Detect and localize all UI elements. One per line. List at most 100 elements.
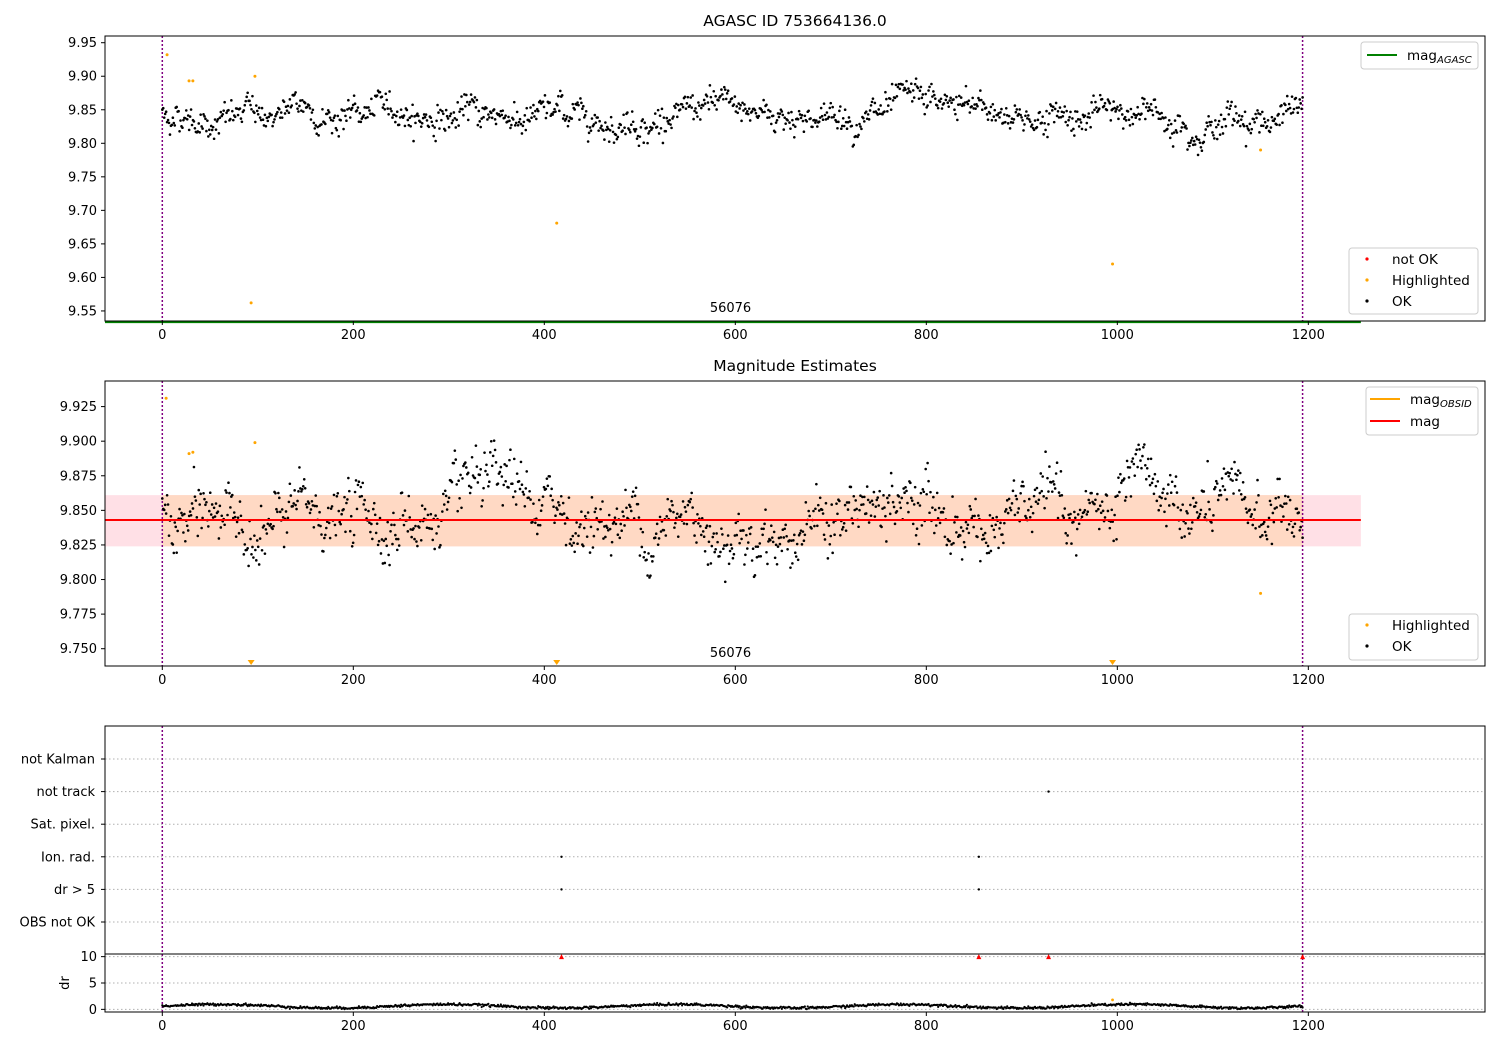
ok-point bbox=[390, 523, 393, 527]
dr-point bbox=[536, 1007, 539, 1010]
ok-point bbox=[292, 502, 295, 505]
ok-point bbox=[1224, 472, 1228, 475]
ok-point bbox=[1178, 527, 1182, 531]
ok-point bbox=[1148, 483, 1152, 487]
highlighted-point bbox=[187, 452, 191, 456]
ok-point bbox=[717, 98, 720, 102]
ok-point bbox=[310, 499, 314, 503]
ok-point bbox=[1259, 112, 1262, 116]
ok-point bbox=[723, 88, 727, 91]
ok-point bbox=[631, 120, 635, 124]
ok-point bbox=[231, 109, 234, 113]
ok-point bbox=[394, 120, 397, 124]
ok-point bbox=[1126, 465, 1130, 469]
ok-point bbox=[334, 126, 338, 130]
ok-point bbox=[375, 94, 379, 97]
ok-point bbox=[566, 124, 570, 128]
ok-point bbox=[1140, 112, 1143, 116]
ok-point bbox=[315, 504, 319, 508]
ok-point bbox=[839, 533, 842, 537]
ok-point bbox=[593, 113, 597, 117]
ok-point bbox=[319, 524, 322, 528]
ok-point bbox=[610, 124, 614, 127]
ok-point bbox=[175, 551, 178, 554]
ok-point bbox=[1190, 139, 1193, 142]
ok-point bbox=[1003, 510, 1007, 513]
ok-point bbox=[668, 118, 671, 122]
ok-point bbox=[651, 560, 654, 563]
ok-point bbox=[1118, 109, 1121, 112]
ok-point bbox=[910, 496, 913, 500]
ok-point bbox=[841, 525, 845, 529]
ok-point bbox=[352, 533, 356, 537]
ok-point bbox=[720, 88, 723, 91]
ok-point bbox=[461, 477, 464, 480]
ok-point bbox=[767, 108, 770, 112]
ok-point bbox=[1073, 134, 1076, 137]
ok-point bbox=[645, 558, 648, 562]
ok-point bbox=[1011, 489, 1015, 493]
ok-point bbox=[567, 496, 571, 499]
ok-point bbox=[572, 541, 576, 545]
ok-point bbox=[1120, 107, 1123, 110]
ok-point bbox=[313, 504, 317, 508]
ok-point bbox=[418, 120, 422, 124]
ok-point bbox=[744, 553, 747, 557]
ok-point bbox=[923, 112, 927, 116]
ok-point bbox=[893, 522, 897, 526]
ok-point bbox=[259, 118, 263, 122]
ok-point bbox=[759, 554, 763, 558]
ok-point bbox=[1063, 105, 1067, 108]
ok-point bbox=[845, 127, 849, 131]
dr-point bbox=[1006, 1005, 1009, 1008]
ok-point bbox=[842, 521, 846, 525]
ok-point bbox=[500, 113, 504, 117]
ok-point bbox=[783, 116, 787, 119]
ok-point bbox=[469, 93, 473, 96]
ok-point bbox=[1272, 520, 1276, 524]
ok-point bbox=[1047, 122, 1050, 126]
ok-point bbox=[1244, 144, 1248, 148]
ok-point bbox=[982, 537, 986, 541]
ok-point bbox=[642, 141, 646, 145]
ok-point bbox=[512, 457, 516, 461]
ok-point bbox=[891, 99, 895, 102]
ok-point bbox=[368, 109, 371, 112]
ok-point bbox=[1247, 128, 1251, 132]
ok-point bbox=[410, 535, 413, 539]
ok-point bbox=[948, 539, 951, 543]
ok-point bbox=[445, 508, 449, 511]
ok-point bbox=[1061, 514, 1065, 517]
y-tick-label: 9.925 bbox=[60, 400, 97, 415]
ok-point bbox=[1291, 111, 1295, 114]
ok-point bbox=[479, 125, 483, 129]
ok-point bbox=[781, 113, 785, 117]
ok-point bbox=[713, 550, 717, 554]
x-tick-label: 200 bbox=[341, 328, 366, 343]
ok-point bbox=[1216, 123, 1220, 126]
ok-point bbox=[601, 500, 604, 503]
ok-point bbox=[615, 507, 619, 510]
ok-point bbox=[1011, 121, 1015, 124]
ok-point bbox=[927, 479, 930, 483]
dr-point bbox=[666, 1003, 669, 1006]
ok-point bbox=[964, 520, 968, 524]
ok-point bbox=[1206, 459, 1209, 463]
ok-point bbox=[573, 108, 576, 111]
ok-point bbox=[670, 499, 673, 503]
ok-point bbox=[1163, 510, 1166, 514]
ok-point bbox=[244, 99, 248, 103]
ok-point bbox=[921, 93, 925, 96]
ok-point bbox=[675, 102, 678, 106]
ok-point bbox=[1212, 133, 1215, 137]
ok-point bbox=[1146, 457, 1150, 461]
ok-point bbox=[952, 98, 955, 101]
ok-point bbox=[1284, 103, 1287, 107]
ok-point bbox=[435, 532, 438, 535]
ok-point bbox=[496, 482, 500, 485]
ok-point bbox=[937, 506, 941, 510]
ok-point bbox=[171, 543, 175, 546]
ok-point bbox=[667, 122, 670, 125]
ok-point bbox=[391, 116, 394, 119]
ok-point bbox=[289, 494, 293, 497]
